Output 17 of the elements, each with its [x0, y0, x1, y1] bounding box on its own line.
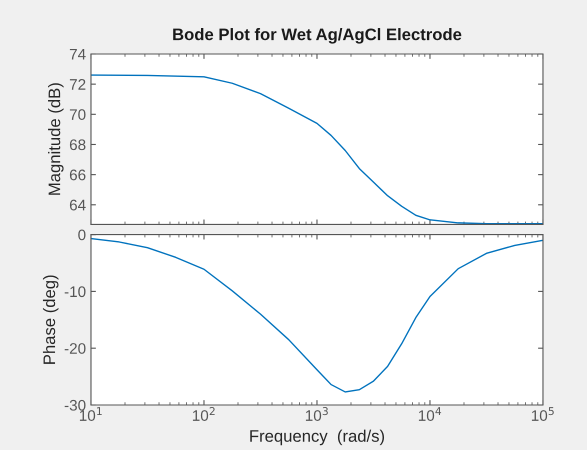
- y-axis-title: Magnitude (dB): [48, 83, 64, 195]
- y-tick-label: 68: [70, 139, 86, 150]
- y-tick-label: 66: [70, 169, 86, 180]
- y-tick-label: -10: [64, 286, 86, 298]
- x-tick-label: 10$^{5}$: [532, 407, 554, 421]
- y-tick-label: 0: [78, 229, 86, 240]
- y-axis-title: Phase (deg): [42, 275, 58, 364]
- y-tick-label: 70: [70, 109, 86, 120]
- x-tick-label: 10$^{2}$: [192, 407, 215, 421]
- y-tick-label: 74: [70, 49, 86, 60]
- x-axis-title: Frequency (rad/s): [250, 430, 384, 446]
- y-tick-label: -20: [64, 343, 86, 354]
- x-tick-label: 10$^{3}$: [306, 407, 328, 421]
- chart-title: Bode Plot for Wet Ag/AgCl Electrode: [173, 28, 462, 44]
- y-tick-label: 72: [70, 79, 86, 90]
- y-tick-label: 64: [70, 200, 86, 210]
- x-tick-label: 10$^{4}$: [418, 407, 442, 421]
